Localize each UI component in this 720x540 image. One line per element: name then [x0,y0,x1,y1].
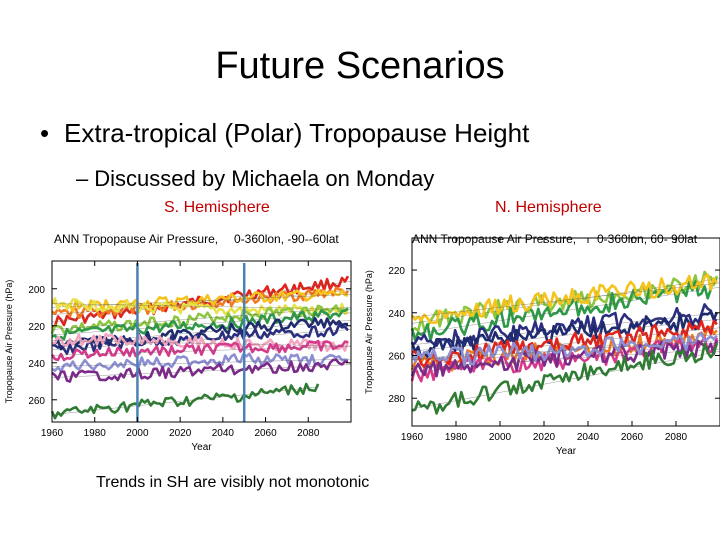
chart-title: ANN Tropopause Air Pressure, [54,232,218,246]
trend-line-11 [411,350,720,410]
series-line-6 [51,307,349,342]
trend-line-10 [411,340,720,361]
bullet-text: Extra-tropical (Polar) Tropopause Height [64,118,530,148]
plot-frame [411,237,720,427]
trend-line-5 [51,307,352,330]
trend-line-1 [411,278,720,324]
trend-line-2 [411,286,720,335]
bullet-icon: • [40,118,50,148]
x-tick-label: 2000 [489,432,512,443]
x-tick-label: 2000 [126,428,149,439]
trend-line-4 [51,303,352,310]
north-hemisphere-chart: ANN Tropopause Air Pressure, 0-360lon, 60… [364,232,720,457]
series-line-11 [51,352,349,373]
x-tick-label: 2060 [621,432,644,443]
trend-line-12 [51,364,352,378]
x-tick-label: 1960 [401,432,424,443]
x-axis-label: Year [556,446,577,457]
y-tick-label: 260 [28,396,45,407]
series-line-9 [51,332,350,353]
y-axis-label: Tropopause Air Pressure (hPa) [364,270,374,394]
y-tick-label: 280 [388,394,405,405]
bullet-point: • Extra-tropical (Polar) Tropopause Heigh… [40,116,529,150]
y-tick-label: 200 [28,285,45,296]
slide-title: Future Scenarios [215,45,505,87]
sub-bullet-point: – Discussed by Michaela on Monday [76,164,434,194]
trend-line-10 [51,345,352,356]
series-line-3 [410,273,718,324]
series-line-5 [410,310,719,360]
x-tick-label: 2040 [577,432,600,443]
trend-line-3 [51,294,352,308]
sub-bullet-text: Discussed by Michaela on Monday [94,166,435,191]
y-tick-label: 240 [28,359,45,370]
series-line-4 [50,297,349,317]
plot-frame [51,260,352,423]
trend-line-13 [51,386,319,415]
trend-line-6 [51,312,352,336]
y-tick-label: 220 [388,266,405,277]
north-hemisphere-label: N. Hemisphere [495,199,602,216]
south-hemisphere-label: S. Hemisphere [164,199,270,216]
chart-title-region: 0-360lon, 60- 90lat [597,232,698,246]
x-tick-label: 2060 [254,428,277,439]
x-tick-label: 1960 [41,428,64,439]
series-line-11 [411,342,719,415]
chart-title-region: 0-360lon, -90--60lat [234,232,339,246]
trend-line-9 [51,340,352,347]
chart-title: ANN Tropopause Air Pressure, [412,232,576,246]
x-tick-label: 1980 [445,432,468,443]
series-line-10 [410,331,718,367]
south-hemisphere-chart: ANN Tropopause Air Pressure, 0-360lon, -9… [4,232,352,453]
chart-caption: Trends in SH are visibly not monotonic [96,474,370,491]
series-line-9 [410,339,719,378]
x-tick-label: 2020 [169,428,192,439]
x-axis-label: Year [191,442,212,453]
y-tick-label: 260 [388,352,405,363]
dash-icon: – [76,166,89,191]
x-tick-label: 2040 [212,428,235,439]
x-tick-label: 2020 [533,432,556,443]
y-tick-label: 240 [388,309,405,320]
trend-line-3 [411,282,720,318]
y-tick-label: 220 [28,322,45,333]
x-tick-label: 1980 [84,428,107,439]
x-tick-label: 2080 [297,428,320,439]
trend-line-5 [411,318,720,352]
series-line-13 [50,382,320,420]
series-line-3 [51,288,349,313]
x-tick-label: 2080 [665,432,688,443]
trend-line-11 [51,358,352,367]
y-axis-label: Tropopause Air Pressure (hPa) [4,280,14,404]
